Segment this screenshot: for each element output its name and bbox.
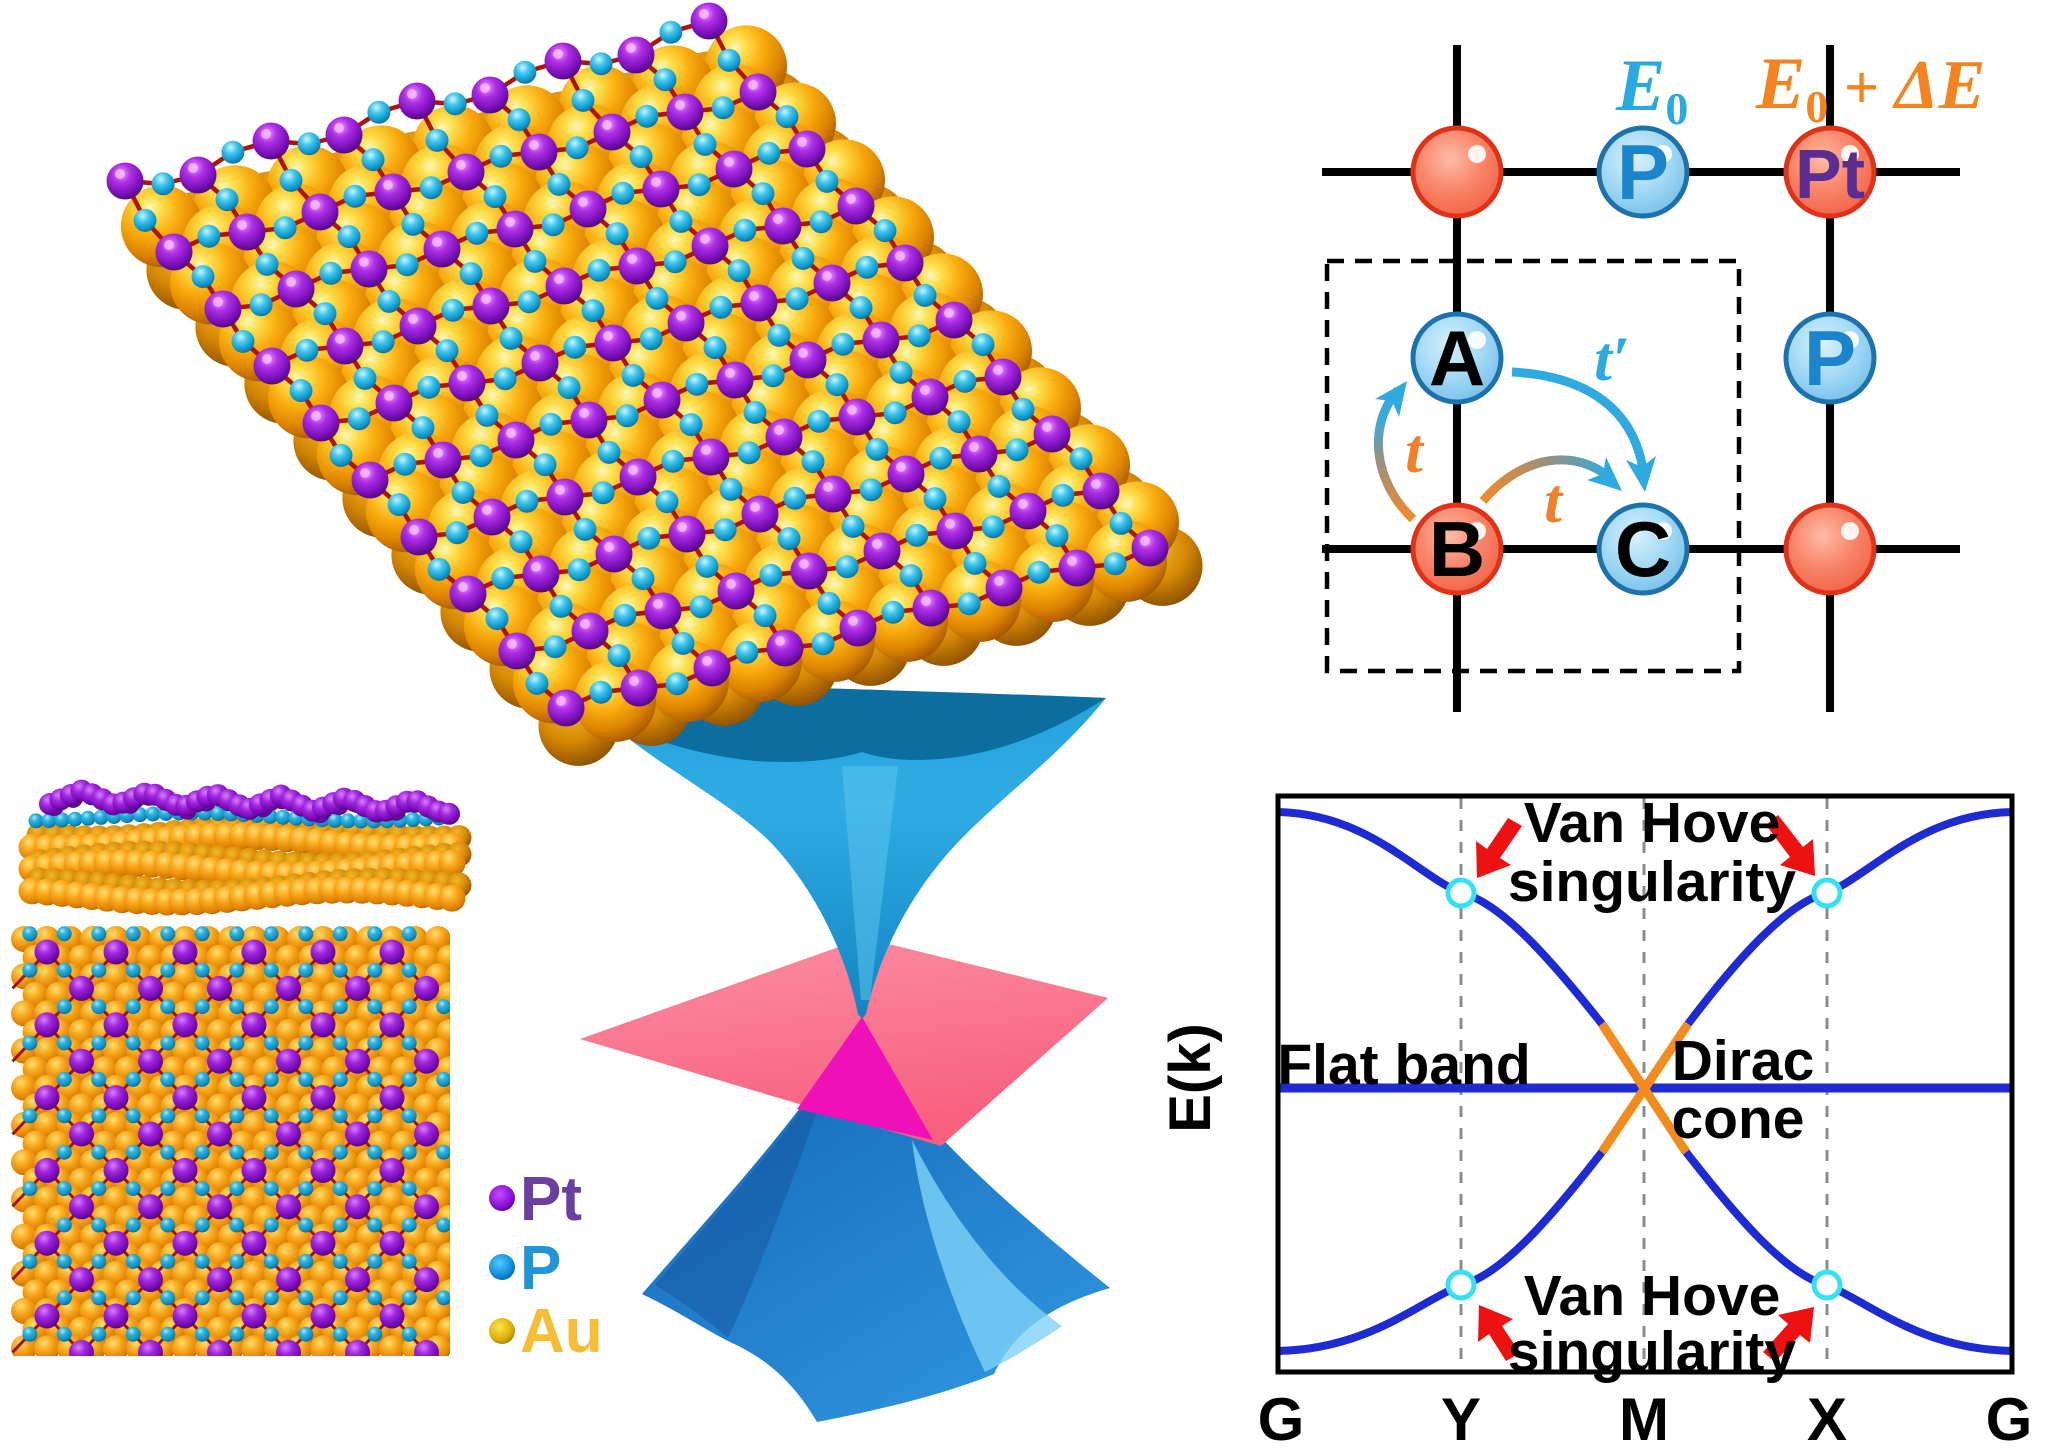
svg-text:Pt: Pt (520, 1165, 582, 1234)
svg-text:Dirac: Dirac (1672, 1029, 1815, 1093)
svg-text:Van Hove: Van Hove (1524, 791, 1781, 855)
svg-text:P: P (1804, 314, 1856, 402)
svg-text:Pt: Pt (1795, 135, 1865, 213)
svg-text:Van Hove: Van Hove (1524, 1264, 1781, 1328)
svg-text:cone: cone (1671, 1087, 1804, 1151)
svg-text:Y: Y (1441, 1386, 1481, 1447)
svg-text:P: P (1617, 128, 1669, 216)
svg-text:E0: E0 (1615, 45, 1688, 134)
svg-text:P: P (520, 1234, 561, 1303)
svg-text:C: C (1615, 505, 1671, 593)
svg-text:t′: t′ (1594, 323, 1630, 394)
svg-text:G: G (1986, 1386, 2033, 1447)
svg-text:X: X (1807, 1386, 1847, 1447)
svg-text:G: G (1258, 1386, 1305, 1447)
svg-text:singularity: singularity (1508, 850, 1797, 914)
svg-text:singularity: singularity (1508, 1320, 1797, 1384)
svg-text:E0 + ΔE: E0 + ΔE (1755, 43, 1985, 132)
svg-text:Flat band: Flat band (1277, 1033, 1530, 1097)
svg-text:t: t (1544, 465, 1564, 536)
svg-text:M: M (1619, 1386, 1669, 1447)
svg-text:Au: Au (520, 1297, 603, 1366)
svg-text:A: A (1429, 314, 1485, 402)
svg-text:t: t (1405, 415, 1425, 486)
svg-text:B: B (1429, 505, 1485, 593)
svg-text:E(k): E(k) (1158, 1023, 1223, 1133)
